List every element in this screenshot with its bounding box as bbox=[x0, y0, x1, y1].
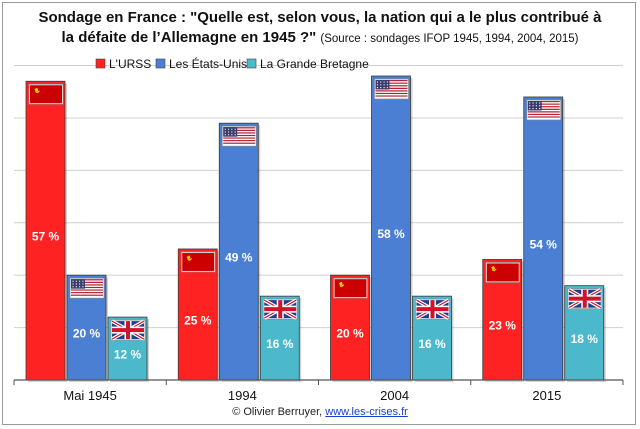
usa-flag-icon bbox=[69, 277, 105, 299]
credit-line: © Olivier Berruyer, www.les-crises.fr bbox=[0, 406, 640, 418]
x-tick-label: Mai 1945 bbox=[63, 388, 116, 403]
legend: L'URSS Les États-Unis La Grande Bretagne bbox=[95, 56, 369, 71]
data-label: 12 % bbox=[114, 348, 142, 362]
data-label: 49 % bbox=[225, 251, 253, 265]
data-label: 54 % bbox=[530, 237, 558, 251]
bar-group: 57 % bbox=[25, 80, 67, 382]
bar-group: 12 % bbox=[107, 316, 149, 382]
legend-swatch bbox=[155, 58, 166, 69]
legend-label: L'URSS bbox=[109, 57, 151, 71]
bar-group: 16 % bbox=[259, 295, 302, 382]
data-label: 23 % bbox=[489, 319, 517, 333]
chart-title: Sondage en France : "Quelle est, selon v… bbox=[0, 8, 640, 49]
legend-item: L'URSS bbox=[95, 57, 151, 71]
data-label: 16 % bbox=[266, 337, 294, 351]
bars: 57 % 20 % 12 % 25 % 49 % 16 % 20 % 58 % 16 % 23 %… bbox=[25, 75, 606, 383]
bar-group: 58 % bbox=[371, 75, 413, 382]
bar bbox=[25, 80, 66, 381]
x-tick-label: 1994 bbox=[228, 388, 257, 403]
credit-text: © Olivier Berruyer, bbox=[232, 406, 326, 418]
usa-flag-icon bbox=[221, 125, 257, 147]
title-source: (Source : sondages IFOP 1945, 1994, 2004… bbox=[320, 33, 579, 45]
usa-flag-icon bbox=[526, 99, 562, 121]
data-label: 25 % bbox=[184, 313, 212, 327]
bar-group: 20 % bbox=[330, 274, 372, 382]
usa-flag-icon bbox=[374, 78, 409, 100]
uk-flag-icon bbox=[567, 288, 603, 310]
legend-item: Les États-Unis bbox=[155, 56, 247, 71]
uk-flag-icon bbox=[415, 298, 450, 320]
uk-flag-icon bbox=[110, 319, 146, 341]
ussr-flag-icon bbox=[180, 251, 216, 273]
data-label: 58 % bbox=[377, 227, 405, 241]
bar-group: 54 % bbox=[523, 96, 565, 383]
legend-label: Les États-Unis bbox=[169, 56, 247, 71]
legend-item: La Grande Bretagne bbox=[246, 57, 369, 71]
bar-group: 49 % bbox=[218, 122, 261, 382]
uk-flag-icon bbox=[262, 298, 298, 320]
bar-group: 25 % bbox=[177, 248, 220, 382]
title-line-1: Sondage en France : "Quelle est, selon v… bbox=[38, 9, 602, 26]
ussr-flag-icon bbox=[333, 277, 368, 299]
bar-group: 18 % bbox=[564, 285, 606, 382]
bar bbox=[523, 96, 564, 381]
data-label: 20 % bbox=[336, 327, 364, 341]
x-tick-label: 2015 bbox=[532, 388, 561, 403]
legend-swatch bbox=[246, 58, 257, 69]
bar bbox=[218, 122, 259, 381]
x-tick-label: 2004 bbox=[380, 388, 409, 403]
axis: Mai 1945 1994 2004 2015 bbox=[13, 379, 624, 403]
data-label: 18 % bbox=[571, 332, 599, 346]
title-line-2: la défaite de l’Allemagne en 1945 ?" bbox=[61, 29, 317, 46]
legend-label: La Grande Bretagne bbox=[260, 57, 369, 71]
credit-link[interactable]: www.les-crises.fr bbox=[325, 406, 408, 418]
legend-swatch bbox=[95, 58, 106, 69]
data-label: 16 % bbox=[418, 337, 446, 351]
data-label: 20 % bbox=[73, 327, 101, 341]
ussr-flag-icon bbox=[28, 83, 64, 105]
bar-group: 16 % bbox=[412, 295, 454, 382]
bar bbox=[371, 75, 411, 381]
ussr-flag-icon bbox=[485, 262, 521, 283]
bar-group: 20 % bbox=[66, 274, 108, 382]
data-label: 57 % bbox=[32, 230, 60, 244]
bar-group: 23 % bbox=[482, 259, 524, 382]
